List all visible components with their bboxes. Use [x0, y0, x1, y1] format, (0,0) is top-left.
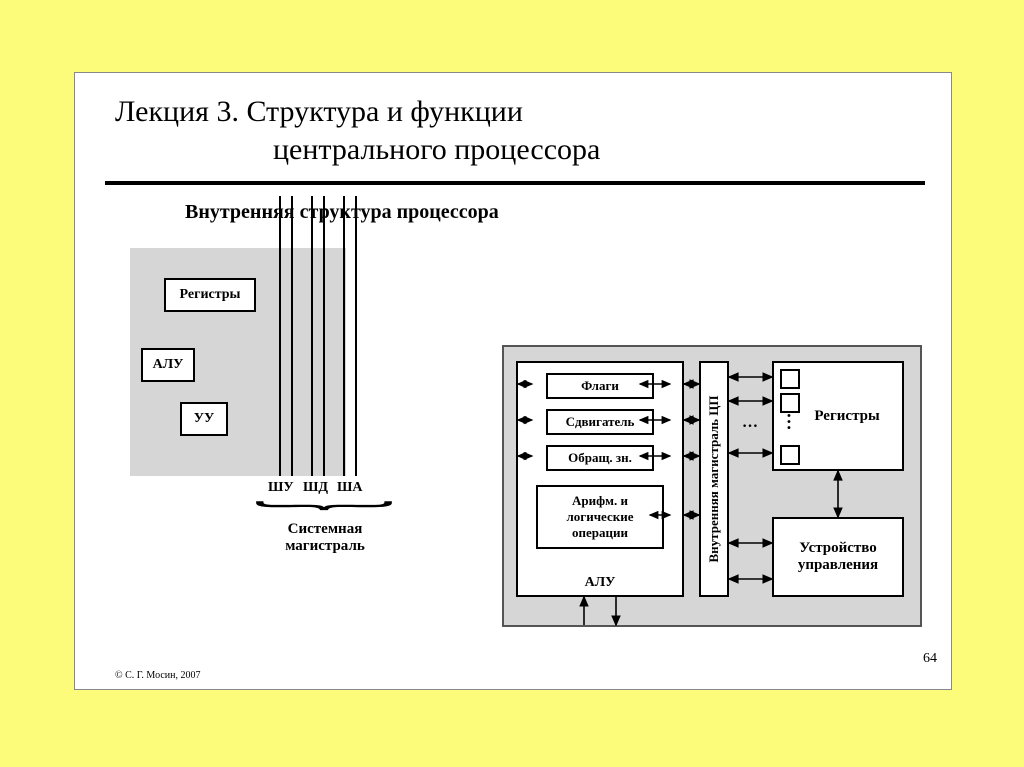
copyright: © С. Г. Мосин, 2007: [115, 670, 200, 681]
slide-title: Лекция 3. Структура и функции центрально…: [115, 93, 600, 168]
node-cu: УУ: [180, 402, 228, 436]
alu-container: Флаги Сдвигатель Обращ. зн. Арифм. и лог…: [516, 361, 684, 597]
alu-label: АЛУ: [518, 575, 682, 591]
slide: Лекция 3. Структура и функции центрально…: [74, 72, 952, 690]
node-alu: АЛУ: [141, 348, 195, 382]
title-underline: [105, 181, 925, 185]
reg-cell-1: [780, 393, 800, 413]
reg-cell-0: [780, 369, 800, 389]
node-flags: Флаги: [546, 373, 654, 399]
title-line1: Лекция 3. Структура и функции: [115, 95, 523, 128]
label-system-bus: Системная магистраль: [275, 521, 375, 555]
svg-text:…: …: [742, 414, 758, 431]
bus-sha: [337, 196, 363, 476]
bus-shd: [305, 196, 331, 476]
internal-bus-label: Внутренняя магистраль ЦП: [706, 396, 722, 563]
internal-bus: Внутренняя магистраль ЦП: [699, 361, 729, 597]
page-number: 64: [923, 651, 937, 667]
node-shifter: Сдвигатель: [546, 409, 654, 435]
reg-cell-n: [780, 445, 800, 465]
right-cpu-detail: Флаги Сдвигатель Обращ. зн. Арифм. и лог…: [502, 345, 922, 627]
title-line2: центрального процессора: [115, 131, 600, 169]
left-cpu-block: Регистры АЛУ УУ: [130, 248, 346, 476]
registers-box: … Регистры: [772, 361, 904, 471]
reg-ellipsis-icon: …: [783, 413, 804, 431]
control-unit-box: Устройство управления: [772, 517, 904, 597]
node-complement: Обращ. зн.: [546, 445, 654, 471]
bus-shu: [273, 196, 299, 476]
node-registers: Регистры: [164, 278, 256, 312]
node-arith-logic: Арифм. и логические операции: [536, 485, 664, 549]
